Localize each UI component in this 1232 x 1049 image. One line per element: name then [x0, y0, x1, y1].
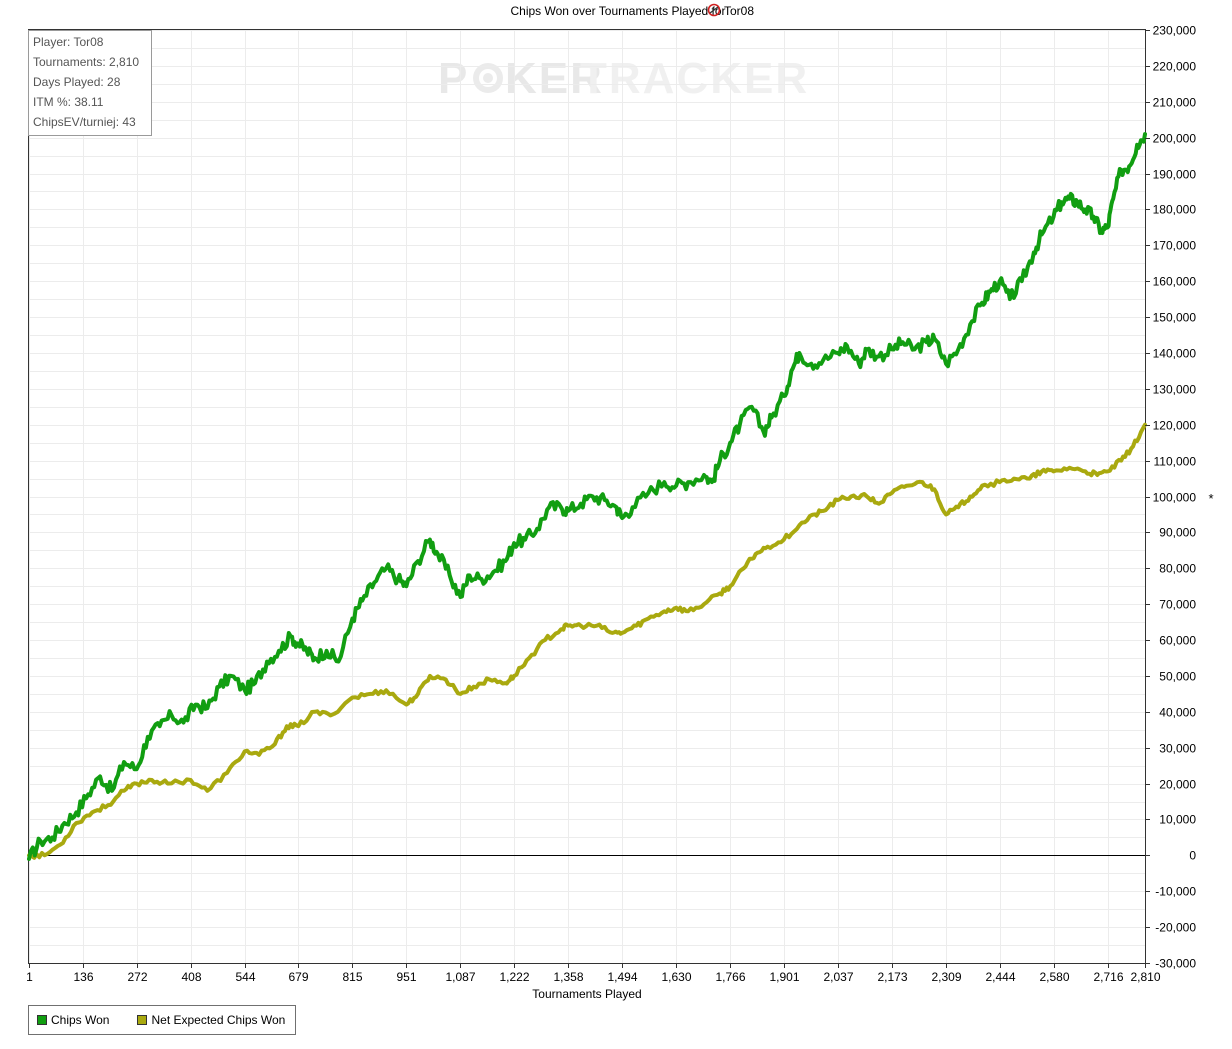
legend-swatch-chips-won — [37, 1015, 47, 1025]
x-tick-label: 2,309 — [931, 970, 961, 984]
x-tick-label: 2,173 — [877, 970, 907, 984]
y-tick-label: 190,000 — [1153, 168, 1197, 182]
y-tick-label: 140,000 — [1153, 347, 1197, 361]
chart-title-player: Tor08 — [724, 4, 754, 18]
x-tick-label: 136 — [73, 970, 93, 984]
y-tick-label: 0 — [1189, 849, 1196, 863]
y-tick-label: 230,000 — [1153, 24, 1197, 38]
y-tick-label: -20,000 — [1155, 921, 1196, 935]
legend-swatch-net-expected — [137, 1015, 148, 1025]
svg-text:TRACKER: TRACKER — [580, 54, 809, 103]
x-tick-label: 544 — [235, 970, 255, 984]
y-tick-label: 120,000 — [1153, 419, 1197, 433]
x-tick-label: 1,358 — [553, 970, 583, 984]
y-tick-label: 200,000 — [1153, 132, 1197, 146]
svg-text:P: P — [438, 54, 469, 103]
y-tick-label: 60,000 — [1159, 634, 1196, 648]
plot-frame — [28, 29, 1146, 964]
x-tick-label: 1,494 — [607, 970, 637, 984]
site-logo-icon — [707, 3, 721, 17]
legend-label-chips-won: Chips Won — [51, 1013, 110, 1027]
stats-player: Player: Tor08 — [33, 35, 104, 49]
y-tick-label: 20,000 — [1159, 778, 1196, 792]
asterisk-icon: * — [1208, 491, 1213, 506]
x-tick-label: 2,810 — [1130, 970, 1160, 984]
stats-tournaments: Tournaments: 2,810 — [33, 55, 140, 69]
y-tick-label: 150,000 — [1153, 311, 1197, 325]
y-tick-label: -10,000 — [1155, 885, 1196, 899]
y-tick-label: 100,000 — [1153, 491, 1197, 505]
series-lines — [27, 132, 1147, 861]
x-tick-label: 2,444 — [985, 970, 1015, 984]
x-tick-label: 1,222 — [499, 970, 529, 984]
x-tick-label: 679 — [288, 970, 308, 984]
player-stats-box: Player: Tor08 Tournaments: 2,810 Days Pl… — [28, 30, 152, 136]
x-tick-label: 272 — [127, 970, 147, 984]
y-tick-label: 130,000 — [1153, 383, 1197, 397]
x-tick-label: 815 — [342, 970, 362, 984]
x-tick-label: 2,716 — [1093, 970, 1123, 984]
y-tick-label: 90,000 — [1159, 526, 1196, 540]
x-axis: 1 136 272 408 544 679 815 951 1,087 1,222 1,358 1,4… — [26, 963, 1161, 984]
y-tick-label: 70,000 — [1159, 598, 1196, 612]
x-tick-label: 2,580 — [1039, 970, 1069, 984]
x-axis-title: Tournaments Played — [532, 987, 641, 1001]
x-tick-label: 1 — [26, 970, 33, 984]
x-tick-label: 1,901 — [769, 970, 799, 984]
legend-label-net-expected: Net Expected Chips Won — [151, 1013, 286, 1027]
series-line-chips-won — [27, 132, 1147, 861]
stats-days-played: Days Played: 28 — [33, 75, 121, 89]
chart-title: Chips Won over Tournaments Played for — [511, 4, 726, 18]
y-tick-label: 180,000 — [1153, 203, 1197, 217]
y-tick-label: 80,000 — [1159, 562, 1196, 576]
y-tick-label: 170,000 — [1153, 239, 1197, 253]
y-tick-label: 10,000 — [1159, 813, 1196, 827]
stats-itm: ITM %: 38.11 — [33, 95, 104, 109]
x-tick-label: 1,630 — [661, 970, 691, 984]
y-tick-label: -30,000 — [1155, 957, 1196, 971]
svg-text:KER: KER — [505, 54, 604, 103]
y-tick-label: 50,000 — [1159, 670, 1196, 684]
watermark-logo: P KER TRACKER — [438, 54, 809, 103]
x-tick-label: 951 — [396, 970, 416, 984]
y-tick-label: 110,000 — [1154, 455, 1197, 469]
x-tick-label: 2,037 — [823, 970, 853, 984]
y-axis: -30,000 -20,000 -10,000 0 10,000 20,000 30,000… — [1145, 24, 1196, 971]
y-tick-label: 30,000 — [1159, 742, 1196, 756]
x-tick-label: 1,087 — [445, 970, 475, 984]
legend-item-chips-won[interactable]: Chips Won — [37, 1013, 109, 1027]
x-tick-label: 408 — [181, 970, 201, 984]
y-tick-label: 160,000 — [1153, 275, 1197, 289]
y-tick-label: 40,000 — [1159, 706, 1196, 720]
series-line-net-expected — [27, 422, 1147, 860]
chart-legend: Chips Won Net Expected Chips Won — [28, 1005, 296, 1035]
y-tick-label: 210,000 — [1153, 96, 1197, 110]
legend-item-net-expected[interactable]: Net Expected Chips Won — [137, 1013, 285, 1027]
x-tick-label: 1,766 — [715, 970, 745, 984]
y-tick-label: 220,000 — [1153, 60, 1197, 74]
stats-chipsev: ChipsEV/turniej: 43 — [33, 115, 136, 129]
